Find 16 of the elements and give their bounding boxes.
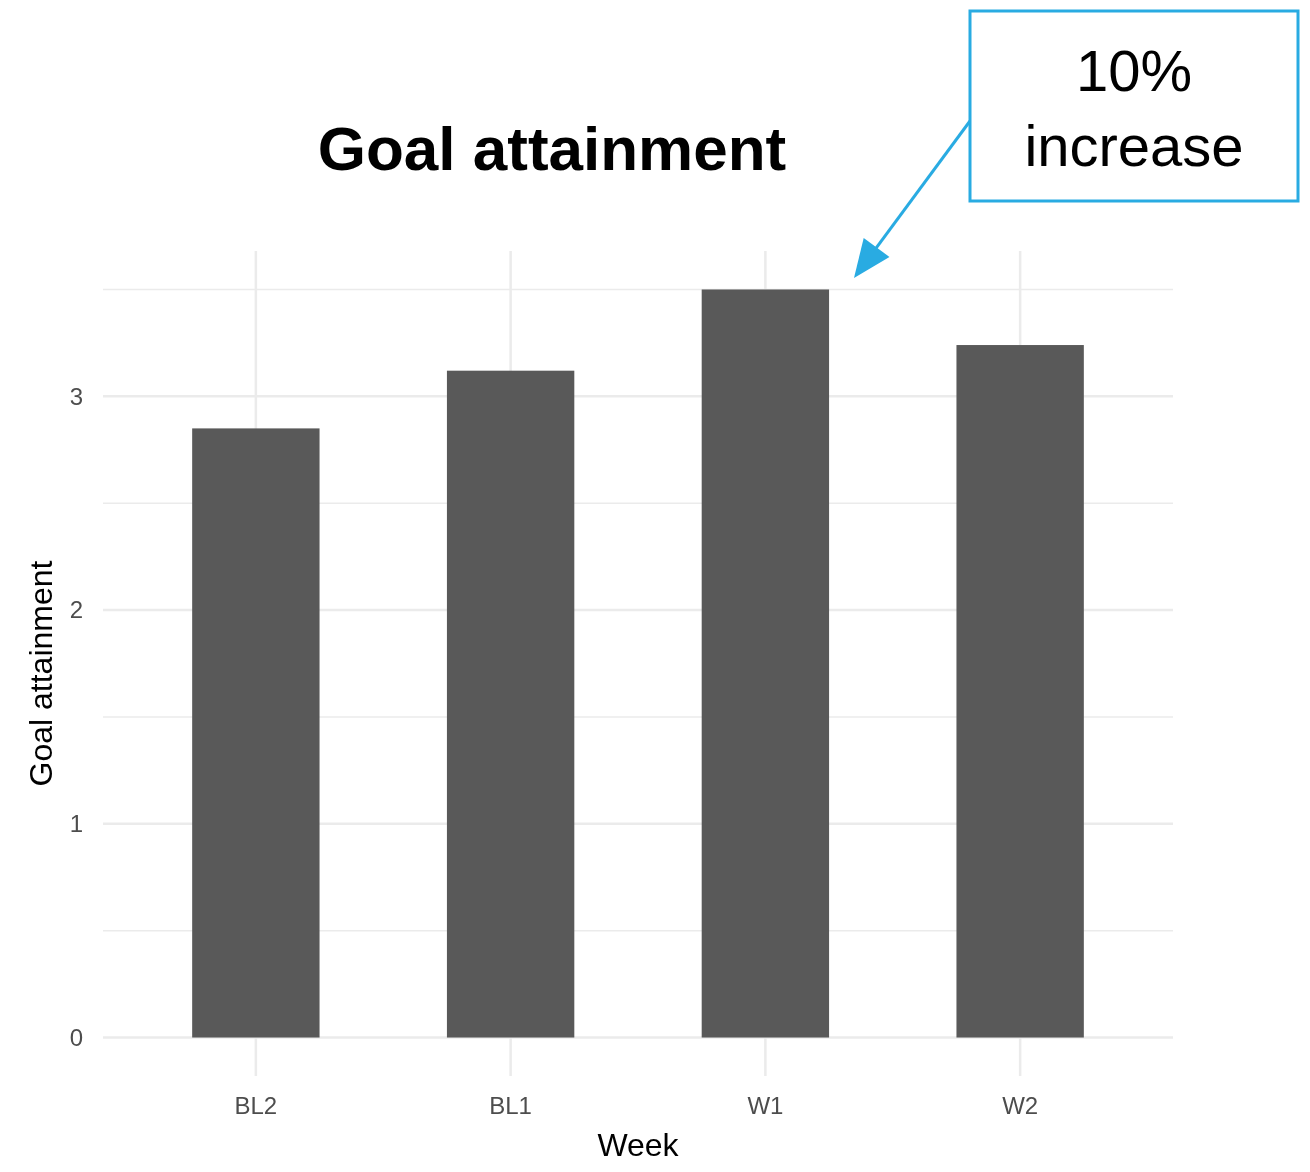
y-tick-label: 1 (69, 810, 83, 838)
x-tick-label: BL1 (489, 1092, 532, 1119)
x-axis-title: Week (597, 1127, 680, 1163)
bar (192, 428, 320, 1038)
x-tick-label: W2 (1002, 1092, 1039, 1119)
chart-title: Goal attainment (317, 114, 787, 183)
bar (701, 289, 830, 1038)
x-tick-label: W1 (747, 1092, 784, 1119)
y-axis-title: Goal attainment (23, 560, 59, 787)
y-tick-label: 2 (69, 596, 83, 624)
bar (446, 370, 575, 1038)
bar (956, 345, 1084, 1038)
y-tick-label: 3 (69, 382, 83, 410)
x-tick-label: BL2 (234, 1092, 278, 1119)
y-tick-label: 0 (69, 1023, 83, 1051)
text: 10% increase (1024, 38, 1244, 178)
